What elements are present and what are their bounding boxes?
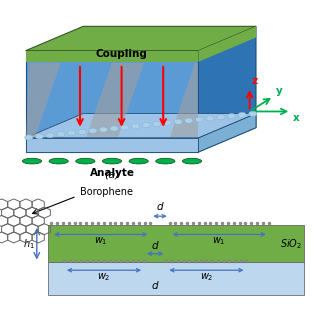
- Text: Borophene: Borophene: [80, 188, 133, 197]
- Text: $d$: $d$: [156, 200, 164, 212]
- Circle shape: [174, 119, 182, 124]
- Polygon shape: [26, 63, 61, 137]
- Text: y: y: [276, 86, 283, 96]
- Polygon shape: [198, 114, 256, 152]
- Text: Coupling: Coupling: [96, 49, 148, 59]
- Text: $h_1$: $h_1$: [23, 237, 35, 251]
- Polygon shape: [86, 63, 144, 137]
- Text: z: z: [252, 76, 258, 86]
- Circle shape: [185, 118, 193, 123]
- Bar: [48, 225, 304, 262]
- Bar: [48, 262, 304, 295]
- Circle shape: [99, 127, 108, 132]
- Text: $w_1$: $w_1$: [212, 236, 226, 247]
- Polygon shape: [26, 51, 198, 62]
- Circle shape: [249, 111, 257, 116]
- Circle shape: [142, 123, 150, 128]
- Circle shape: [35, 134, 44, 139]
- Circle shape: [131, 124, 140, 129]
- Circle shape: [78, 129, 86, 134]
- Text: $w_2$: $w_2$: [97, 271, 111, 283]
- Text: Analyte: Analyte: [90, 168, 134, 178]
- Text: $w_1$: $w_1$: [94, 236, 108, 247]
- Circle shape: [25, 135, 33, 140]
- Polygon shape: [170, 63, 198, 137]
- Text: $w_2$: $w_2$: [200, 271, 213, 283]
- Ellipse shape: [156, 158, 175, 164]
- Circle shape: [153, 121, 161, 127]
- Circle shape: [46, 132, 54, 138]
- Polygon shape: [26, 51, 198, 152]
- Circle shape: [195, 117, 204, 122]
- Text: (a): (a): [104, 169, 120, 179]
- Ellipse shape: [129, 158, 148, 164]
- Text: $SiO_2$: $SiO_2$: [280, 237, 302, 251]
- Ellipse shape: [49, 158, 68, 164]
- Circle shape: [163, 120, 172, 125]
- Text: $d$: $d$: [151, 279, 159, 291]
- Polygon shape: [26, 138, 198, 152]
- Ellipse shape: [76, 158, 95, 164]
- Circle shape: [238, 112, 246, 117]
- Ellipse shape: [182, 158, 202, 164]
- Circle shape: [217, 115, 225, 120]
- Ellipse shape: [102, 158, 122, 164]
- Polygon shape: [26, 114, 256, 138]
- Circle shape: [57, 132, 65, 137]
- Polygon shape: [26, 26, 256, 51]
- Ellipse shape: [22, 158, 42, 164]
- Circle shape: [67, 130, 76, 136]
- Circle shape: [121, 125, 129, 130]
- Circle shape: [206, 116, 214, 121]
- Text: x: x: [293, 113, 300, 123]
- Circle shape: [110, 126, 118, 131]
- Circle shape: [89, 128, 97, 133]
- Polygon shape: [198, 26, 256, 152]
- Polygon shape: [198, 26, 256, 62]
- Circle shape: [227, 114, 236, 119]
- Text: $d$: $d$: [151, 239, 159, 251]
